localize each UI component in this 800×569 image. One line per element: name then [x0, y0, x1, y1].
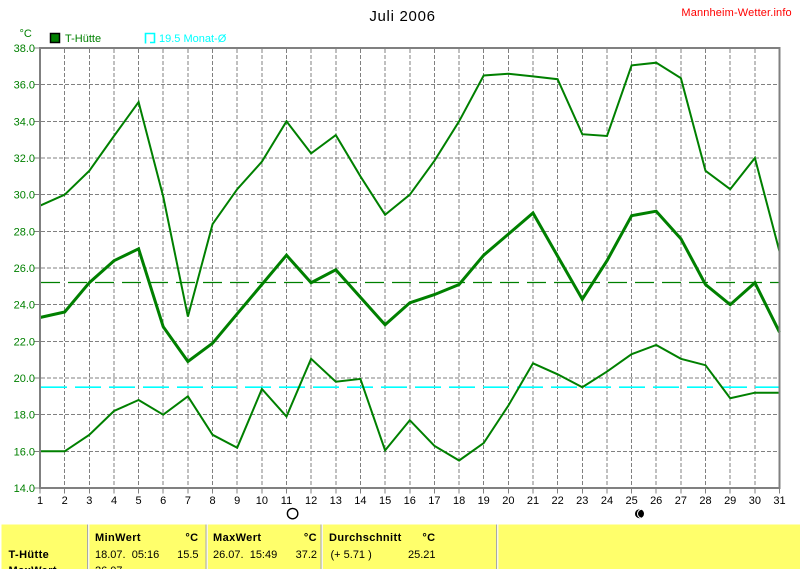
svg-text:7: 7: [185, 495, 191, 507]
svg-text:MaxWert: MaxWert: [9, 565, 57, 569]
svg-text:20: 20: [502, 495, 514, 507]
svg-text:28: 28: [699, 495, 711, 507]
svg-text:5: 5: [136, 495, 142, 507]
svg-text:°C: °C: [422, 532, 435, 544]
svg-text:22.0: 22.0: [14, 336, 35, 348]
svg-text:Juli 2006: Juli 2006: [369, 8, 435, 25]
svg-text:9: 9: [234, 495, 240, 507]
svg-text:Durchschnitt: Durchschnitt: [329, 532, 402, 544]
svg-text:32.0: 32.0: [14, 153, 35, 165]
svg-text:16.0: 16.0: [14, 446, 35, 458]
svg-text:18.0: 18.0: [14, 410, 35, 422]
svg-text:1: 1: [37, 495, 43, 507]
svg-text:26.0: 26.0: [14, 263, 35, 275]
svg-text:30: 30: [749, 495, 761, 507]
svg-text:27: 27: [675, 495, 687, 507]
svg-text:30.0: 30.0: [14, 190, 35, 202]
svg-text:16: 16: [404, 495, 416, 507]
svg-text:25.21: 25.21: [408, 549, 436, 561]
svg-text:2: 2: [62, 495, 68, 507]
svg-text:MinWert: MinWert: [95, 532, 141, 544]
svg-text:36.0: 36.0: [14, 80, 35, 92]
svg-text:24: 24: [601, 495, 613, 507]
svg-text:19: 19: [478, 495, 490, 507]
svg-text:23: 23: [576, 495, 588, 507]
svg-text:18: 18: [453, 495, 465, 507]
svg-text:14: 14: [354, 495, 366, 507]
svg-text:°C: °C: [304, 532, 317, 544]
svg-text:11: 11: [281, 495, 292, 507]
svg-text:20.0: 20.0: [14, 373, 35, 385]
svg-text:T-Hütte: T-Hütte: [9, 549, 50, 561]
svg-text:19.5 Monat-Ø: 19.5 Monat-Ø: [159, 33, 227, 45]
svg-text:18.07. 05:16: 18.07. 05:16: [95, 549, 159, 561]
svg-text:24.0: 24.0: [14, 300, 35, 312]
svg-text:8: 8: [210, 495, 216, 507]
svg-text:12: 12: [305, 495, 317, 507]
svg-text:3: 3: [86, 495, 92, 507]
svg-text:38.0: 38.0: [14, 43, 35, 55]
svg-text:6: 6: [160, 495, 166, 507]
svg-text:T-Hütte: T-Hütte: [65, 33, 101, 45]
svg-text:29: 29: [724, 495, 736, 507]
svg-text:34.0: 34.0: [14, 116, 35, 128]
svg-text:25: 25: [625, 495, 637, 507]
svg-text:15.5: 15.5: [177, 549, 198, 561]
svg-text:Mannheim-Wetter.info: Mannheim-Wetter.info: [681, 7, 791, 19]
svg-text:MaxWert: MaxWert: [213, 532, 261, 544]
svg-text:15: 15: [379, 495, 391, 507]
svg-text:37.2: 37.2: [296, 549, 317, 561]
svg-text:14.0: 14.0: [14, 483, 35, 495]
svg-text:21: 21: [527, 495, 539, 507]
svg-text:22: 22: [551, 495, 563, 507]
svg-text:26: 26: [650, 495, 662, 507]
svg-text:°C: °C: [20, 28, 32, 40]
svg-text:26.07. 15:49: 26.07. 15:49: [213, 549, 277, 561]
svg-text:26.07.: 26.07.: [95, 565, 126, 569]
svg-text:10: 10: [256, 495, 268, 507]
svg-text:(+ 5.71 ): (+ 5.71 ): [331, 549, 372, 561]
svg-text:13: 13: [330, 495, 342, 507]
svg-text:28.0: 28.0: [14, 226, 35, 238]
svg-text:17: 17: [428, 495, 440, 507]
svg-text:°C: °C: [185, 532, 198, 544]
svg-text:4: 4: [111, 495, 117, 507]
svg-text:31: 31: [773, 495, 785, 507]
